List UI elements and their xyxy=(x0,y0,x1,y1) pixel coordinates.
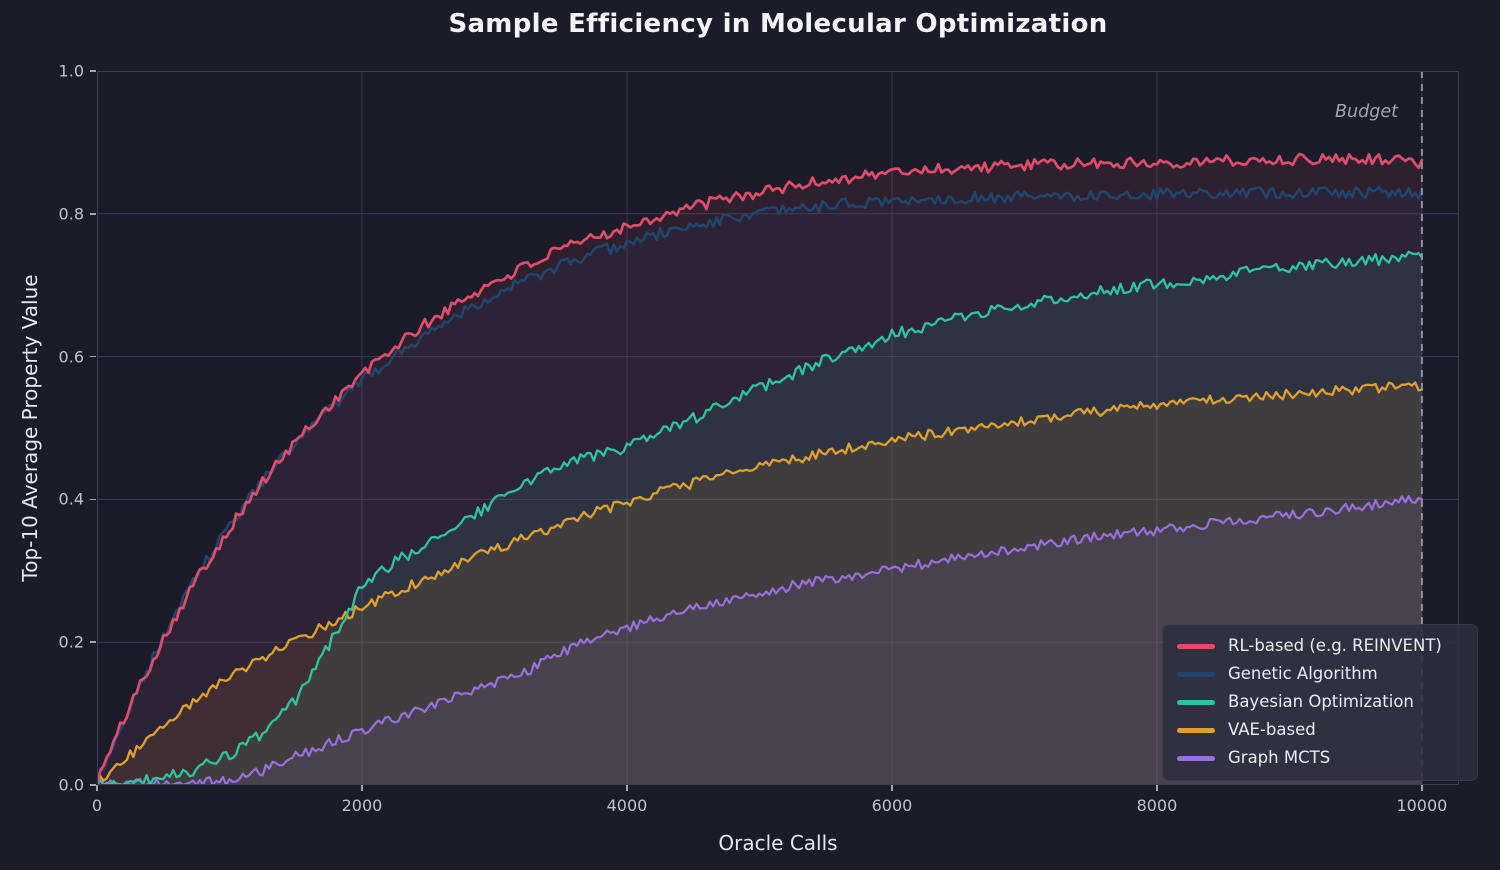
plot-border xyxy=(97,71,1459,785)
x-tick-mark xyxy=(361,785,363,791)
y-axis-label: Top-10 Average Property Value xyxy=(18,274,42,582)
x-tick-mark xyxy=(1156,785,1158,791)
series-line-1 xyxy=(97,152,1424,785)
y-tick-mark xyxy=(90,498,96,501)
legend-swatch xyxy=(1177,700,1215,705)
x-axis-label: Oracle Calls xyxy=(718,831,838,855)
legend-label: RL-based (e.g. REINVENT) xyxy=(1228,636,1442,655)
legend-entry: Bayesian Optimization xyxy=(1177,692,1463,712)
series-line-4 xyxy=(97,381,1424,785)
x-tick-label: 0 xyxy=(91,796,103,815)
legend-entry: Graph MCTS xyxy=(1177,748,1463,768)
y-tick-label: 0.0 xyxy=(58,775,84,795)
plot-area xyxy=(97,71,1459,785)
y-tick-mark xyxy=(90,355,96,358)
y-tick-mark xyxy=(90,70,96,72)
y-tick-label: 0.8 xyxy=(58,204,84,224)
legend-entry: RL-based (e.g. REINVENT) xyxy=(1177,636,1463,656)
legend-swatch xyxy=(1177,756,1215,761)
x-tick-mark xyxy=(1421,785,1423,791)
series-fill-1 xyxy=(97,153,1422,785)
legend-label: Bayesian Optimization xyxy=(1228,692,1414,711)
x-tick-label: 4000 xyxy=(606,796,648,815)
x-tick-label: 10000 xyxy=(1396,796,1448,815)
x-tick-label: 2000 xyxy=(341,796,383,815)
x-tick-mark xyxy=(626,785,628,791)
legend-swatch xyxy=(1177,728,1215,733)
legend-swatch xyxy=(1177,672,1215,677)
chart-title: Sample Efficiency in Molecular Optimizat… xyxy=(448,9,1108,39)
y-tick-label: 0.4 xyxy=(58,489,84,509)
y-tick-mark xyxy=(90,784,96,786)
legend-label: Genetic Algorithm xyxy=(1228,664,1378,683)
series-fill-5 xyxy=(97,496,1422,785)
budget-annotation-label: Budget xyxy=(1335,102,1398,122)
x-tick-label: 8000 xyxy=(1136,796,1178,815)
legend-entry: Genetic Algorithm xyxy=(1177,664,1463,684)
series-fill-4 xyxy=(97,382,1422,785)
legend: RL-based (e.g. REINVENT) Genetic Algorith… xyxy=(1162,624,1478,781)
series-fill-3 xyxy=(97,251,1422,785)
x-tick-mark xyxy=(96,785,98,791)
series-fill-2 xyxy=(97,186,1422,785)
legend-label: Graph MCTS xyxy=(1228,748,1331,767)
y-tick-label: 0.6 xyxy=(58,347,84,367)
series-line-5 xyxy=(97,495,1423,785)
x-tick-mark xyxy=(891,785,893,791)
y-tick-label: 1.0 xyxy=(58,61,84,81)
y-tick-mark xyxy=(90,641,96,643)
legend-entry: VAE-based xyxy=(1177,720,1463,740)
x-tick-label: 6000 xyxy=(871,796,913,815)
legend-label: VAE-based xyxy=(1228,720,1316,739)
legend-swatch xyxy=(1177,644,1215,649)
y-tick-label: 0.2 xyxy=(58,632,84,652)
series-line-3 xyxy=(97,250,1424,785)
y-tick-mark xyxy=(90,213,96,215)
